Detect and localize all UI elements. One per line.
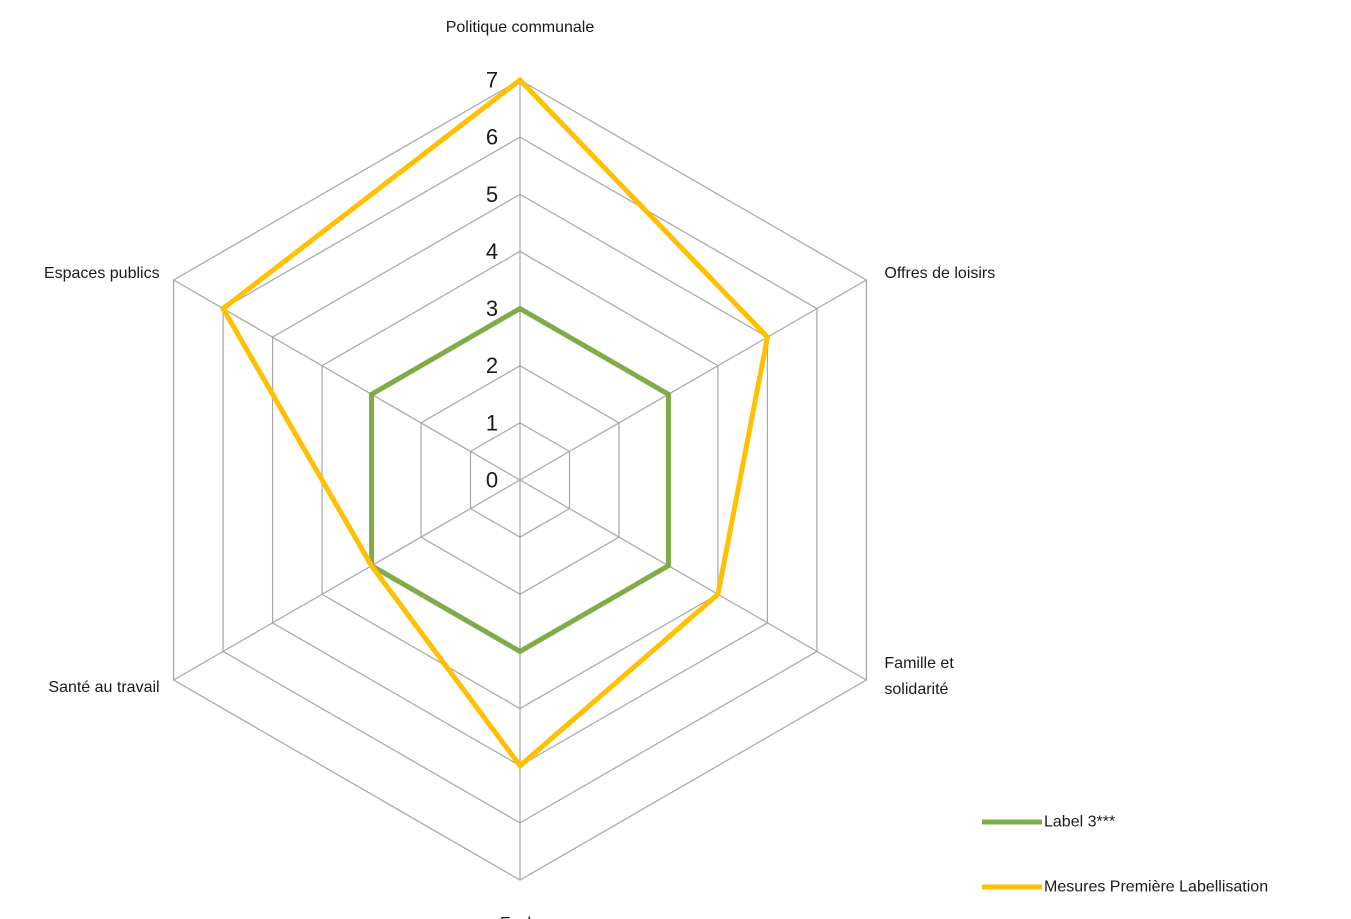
series-line-mesures-premiere-labellisation — [219, 76, 771, 770]
legend-label: Label 3*** — [1044, 814, 1115, 831]
grid — [172, 79, 868, 881]
tick-label-3: 3 — [486, 296, 498, 321]
tick-label-7: 7 — [486, 68, 498, 93]
tick-label-5: 5 — [486, 182, 498, 207]
category-label-sante-au-travail: Santé au travail — [48, 679, 159, 696]
legend-item-mesures-premiere-labellisation: Mesures Première Labellisation — [982, 879, 1268, 896]
category-label-espaces-publics: Espaces publics — [44, 265, 160, 282]
series — [219, 76, 771, 770]
tick-label-6: 6 — [486, 125, 498, 150]
category-label-famille-et-solidarite: Famille et solidarité — [884, 655, 954, 698]
tick-label-4: 4 — [486, 239, 498, 264]
legend: Label 3*** Mesures Première Labellisation — [982, 814, 1268, 896]
spoke-sante-au-travail — [173, 479, 521, 681]
category-label-offres-de-loisirs: Offres de loisirs — [884, 265, 995, 282]
spoke-espaces-publics — [173, 279, 521, 481]
tick-label-0: 0 — [486, 468, 498, 493]
spoke-offres-de-loisirs — [519, 279, 867, 481]
tick-label-1: 1 — [486, 410, 498, 435]
spoke-famille-et-solidarite — [519, 479, 867, 681]
series-line-label-3 — [369, 305, 671, 655]
category-label-ecole: Ecole — [500, 915, 540, 919]
category-label-politique-communale: Politique communale — [446, 19, 595, 36]
category-labels: Politique communale Offres de loisirs Fami… — [44, 19, 995, 919]
radial-tick-labels: 0 1 2 3 4 5 6 7 — [486, 68, 498, 493]
legend-item-label-3: Label 3*** — [982, 814, 1115, 831]
tick-label-2: 2 — [486, 353, 498, 378]
legend-label: Mesures Première Labellisation — [1044, 879, 1268, 896]
